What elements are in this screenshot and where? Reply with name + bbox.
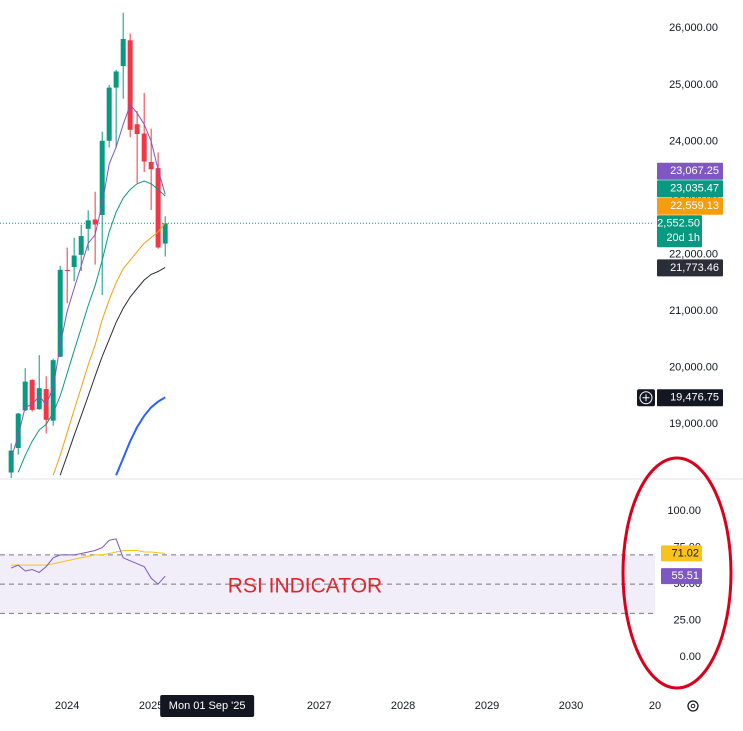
annotation: RSI INDICATOR <box>228 575 382 598</box>
ma-badge-label: 23,067.25 <box>670 165 719 177</box>
ma-badge <box>657 259 723 277</box>
price-badge <box>657 215 702 248</box>
candle-body <box>71 255 77 268</box>
candle-body <box>64 269 70 271</box>
price-badge-label: 22,552.50 <box>651 218 700 230</box>
highlight-ellipse <box>621 456 733 690</box>
rsi-tick-label: 0.00 <box>680 651 701 663</box>
rsi-line <box>11 550 166 566</box>
candle-body <box>106 87 112 141</box>
candle-body <box>155 168 161 248</box>
y-tick-label: 22,000.00 <box>669 248 718 260</box>
candle-body <box>141 133 147 162</box>
countdown-label: 20d 1h <box>666 232 700 244</box>
moving-average <box>59 266 166 476</box>
crosshair-label: Mon 01 Sep '25 <box>169 700 246 712</box>
candle-body <box>113 71 119 88</box>
y-tick-label: 24,000.00 <box>669 135 718 147</box>
plus-sign <box>642 394 650 402</box>
rsi-pane <box>0 538 655 614</box>
candle-body <box>148 161 154 170</box>
candle-body <box>85 220 91 229</box>
rsi-tick-label: 25.00 <box>673 615 701 627</box>
rsi-tick-label: 100.00 <box>667 505 701 517</box>
x-tick-label: 2028 <box>391 700 415 712</box>
rsi-badge <box>661 568 702 585</box>
rsi-line <box>11 538 166 585</box>
y-tick-label: 19,000.00 <box>669 418 718 430</box>
x-tick-label: 20 <box>649 700 661 712</box>
ma-badge <box>657 180 723 198</box>
candle-body <box>99 140 105 215</box>
candle-body <box>162 223 168 244</box>
rsi-badge-label: 55.51 <box>671 570 699 582</box>
candle-body <box>22 381 28 411</box>
candle-body <box>15 413 21 449</box>
ma-badge-label: 19,476.75 <box>670 392 719 404</box>
crosshair-badge <box>160 695 255 717</box>
candle-body <box>92 219 98 225</box>
candle-body <box>8 450 14 473</box>
x-tick-label: 2025 <box>139 700 163 712</box>
ma-badge <box>657 197 723 215</box>
x-tick-label: 2029 <box>475 700 499 712</box>
moving-average <box>10 103 166 459</box>
candle-body <box>127 40 133 130</box>
plus-circle <box>639 391 653 405</box>
candle-body <box>134 124 140 135</box>
rsi-badge-label: 71.02 <box>671 547 699 559</box>
x-tick-label: 2027 <box>307 700 331 712</box>
candle-body <box>57 269 63 357</box>
y-tick-label: 20,000.00 <box>669 362 718 374</box>
settings-icon[interactable] <box>687 700 699 712</box>
y-tick-label: 26,000.00 <box>669 22 718 34</box>
ma-badge-label: 21,773.46 <box>670 262 719 274</box>
x-tick-label: 2030 <box>559 700 583 712</box>
ma-badge-label: 23,035.47 <box>670 183 719 195</box>
ma-badge <box>657 389 723 407</box>
moving-average <box>17 180 166 473</box>
y-tick-label: 25,000.00 <box>669 79 718 91</box>
candle-body <box>29 379 35 410</box>
candle-body <box>50 360 56 421</box>
candle-body <box>78 236 84 255</box>
overlay: 19,000.00 20,000.00 21,000.00 22,000.00 23,0… <box>55 22 723 717</box>
candle-body <box>36 388 42 410</box>
y-tick-label: 21,000.00 <box>669 305 718 317</box>
rsi-badge <box>661 545 702 562</box>
x-tick-label: 2024 <box>55 700 79 712</box>
moving-average <box>52 222 166 476</box>
moving-average <box>115 396 166 476</box>
candle-body <box>120 38 126 67</box>
ma-badge-label: 22,559.13 <box>670 200 719 212</box>
ma-badge <box>657 162 723 180</box>
price-pane <box>0 12 655 478</box>
